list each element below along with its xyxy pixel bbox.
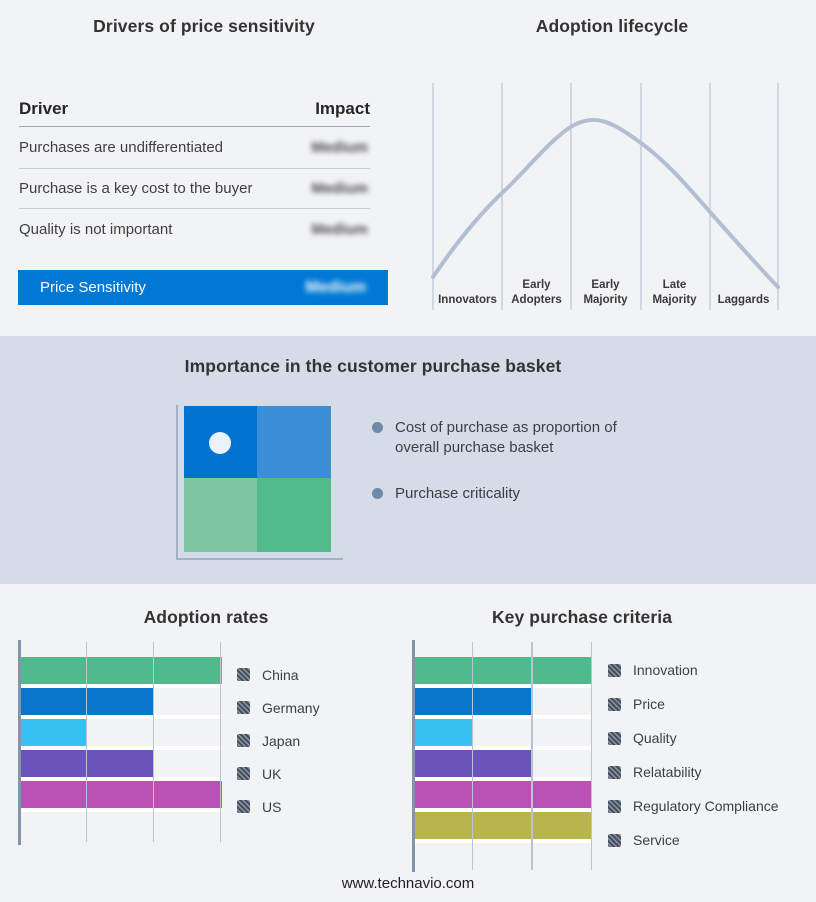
driver-cell: Purchase is a key cost to the buyer <box>19 180 253 197</box>
gridline <box>219 642 221 842</box>
key-criteria-bars <box>414 657 591 843</box>
legend-item: Regulatory Compliance <box>608 789 779 823</box>
basket-section-title: Importance in the customer purchase bask… <box>184 356 562 376</box>
bar-service <box>414 812 591 839</box>
impact-cell-blurred: Medium <box>311 180 368 197</box>
legend-item: Japan <box>237 724 320 757</box>
quadrant-cell-bottom-left <box>184 478 257 552</box>
legend-item: Innovation <box>608 653 779 687</box>
driver-column-header: Driver <box>19 99 69 118</box>
bar-regulatory-compliance <box>414 781 591 808</box>
adoption-lifecycle-chart <box>431 83 780 310</box>
adoption-rates-bars <box>20 657 222 812</box>
key-criteria-y-axis <box>412 640 415 872</box>
legend-item: Price <box>608 687 779 721</box>
stage-label-innovators: Innovators <box>438 294 497 307</box>
bullet-icon <box>372 422 383 433</box>
bar-japan <box>20 719 88 746</box>
drivers-table: Driver Impact Purchases are undifferenti… <box>19 92 370 249</box>
adoption-rates-legend: China Germany Japan UK US <box>237 658 320 823</box>
bullet-icon <box>372 487 383 499</box>
table-row: Purchases are undifferentiated Medium <box>19 127 370 169</box>
position-marker-dot <box>209 432 231 454</box>
quadrant-cell-top-right <box>257 406 331 478</box>
impact-cell-blurred: Medium <box>311 139 368 156</box>
bar-price <box>414 688 532 715</box>
quadrant-y-axis <box>176 405 178 559</box>
quadrant-cell-bottom-right <box>257 478 331 552</box>
gridline <box>152 642 154 842</box>
bell-curve <box>431 117 780 289</box>
bar-relatability <box>414 750 532 777</box>
purchase-basket-quadrant <box>184 406 331 552</box>
bar-innovation <box>414 657 591 684</box>
impact-cell-blurred: Medium <box>311 220 368 238</box>
legend-swatch-icon <box>237 734 250 747</box>
table-row: Purchase is a key cost to the buyer Medi… <box>19 169 370 209</box>
stage-label-laggards: Laggards <box>717 294 770 307</box>
table-row: Quality is not important Medium <box>19 209 370 249</box>
highlight-row-label: Price Sensitivity <box>40 279 146 296</box>
legend-item: Quality <box>608 721 779 755</box>
driver-cell: Purchases are undifferentiated <box>19 139 224 156</box>
legend-item: Germany <box>237 691 320 724</box>
legend-item: Service <box>608 823 779 857</box>
lifecycle-section-title: Adoption lifecycle <box>535 16 689 36</box>
gridline <box>531 642 533 870</box>
impact-column-header: Impact <box>315 99 370 118</box>
driver-cell: Quality is not important <box>19 220 173 238</box>
legend-swatch-icon <box>237 800 250 813</box>
legend-swatch-icon <box>608 663 621 677</box>
bar-us <box>20 781 222 808</box>
bar-china <box>20 657 222 684</box>
gridline <box>471 642 473 870</box>
stage-label-late-majority: Late Majority <box>652 279 697 307</box>
key-purchase-criteria-title: Key purchase criteria <box>491 607 673 627</box>
legend-swatch-icon <box>237 767 250 780</box>
legend-swatch-icon <box>237 701 250 714</box>
adoption-rates-y-axis <box>18 640 21 845</box>
list-item: Purchase criticality <box>372 484 634 504</box>
impact-cell-blurred: Medium <box>305 278 366 296</box>
bar-quality <box>414 719 474 746</box>
legend-item: Relatability <box>608 755 779 789</box>
legend-swatch-icon <box>608 833 621 847</box>
key-criteria-legend: Innovation Price Quality Relatability Re… <box>608 653 779 857</box>
bar-germany <box>20 688 155 715</box>
basket-bullet-list: Cost of purchase as proportion of overal… <box>372 418 634 504</box>
stage-label-early-adopters: Early Adopters <box>511 279 562 307</box>
legend-item: China <box>237 658 320 691</box>
purchase-basket-band <box>0 336 816 584</box>
legend-swatch-icon <box>608 765 621 779</box>
list-item: Cost of purchase as proportion of overal… <box>372 418 634 459</box>
lifecycle-stage-labels: Innovators Early Adopters Early Majority… <box>433 272 778 308</box>
footer-url: www.technavio.com <box>341 875 475 892</box>
legend-swatch-icon <box>608 799 621 813</box>
lifecycle-gridlines <box>432 83 779 310</box>
adoption-rates-title: Adoption rates <box>143 607 269 627</box>
drivers-table-header: Driver Impact <box>19 92 370 127</box>
stage-label-early-majority: Early Majority <box>583 279 628 307</box>
gridline <box>85 642 87 842</box>
legend-item: UK <box>237 757 320 790</box>
drivers-section-title: Drivers of price sensitivity <box>93 16 315 36</box>
quadrant-x-axis <box>176 558 343 560</box>
legend-item: US <box>237 790 320 823</box>
gridline <box>590 642 592 870</box>
legend-swatch-icon <box>608 697 621 711</box>
price-sensitivity-highlight-row: Price Sensitivity Medium <box>18 270 388 305</box>
legend-swatch-icon <box>237 668 250 681</box>
legend-swatch-icon <box>608 731 621 745</box>
bar-uk <box>20 750 155 777</box>
